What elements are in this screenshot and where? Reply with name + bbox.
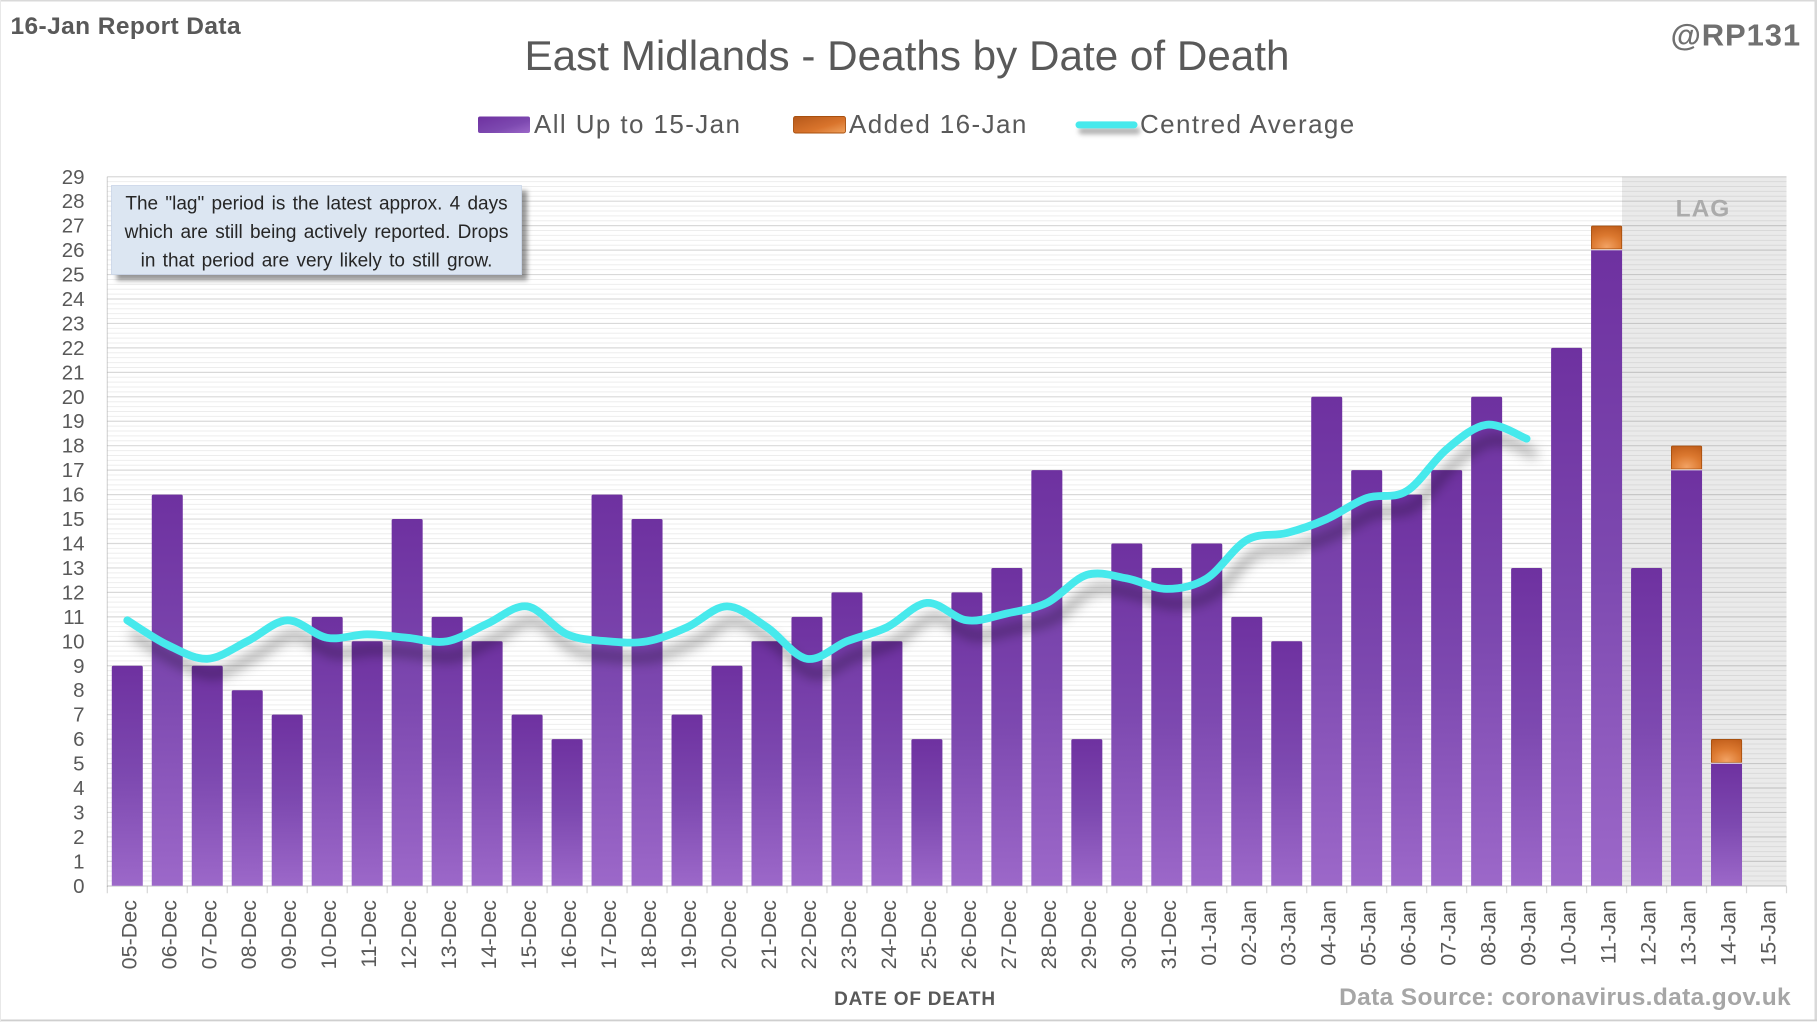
svg-text:20: 20 xyxy=(62,386,85,409)
svg-text:04-Jan: 04-Jan xyxy=(1317,900,1341,966)
svg-text:13-Jan: 13-Jan xyxy=(1677,900,1701,966)
svg-text:Added 16-Jan: Added 16-Jan xyxy=(849,109,1028,139)
svg-text:11: 11 xyxy=(63,606,84,629)
svg-text:17: 17 xyxy=(62,459,85,482)
svg-text:31-Dec: 31-Dec xyxy=(1157,900,1181,970)
svg-text:14-Dec: 14-Dec xyxy=(477,900,501,970)
svg-text:27: 27 xyxy=(62,215,85,238)
svg-text:18-Dec: 18-Dec xyxy=(637,900,661,970)
svg-text:LAG: LAG xyxy=(1676,196,1731,223)
svg-text:25: 25 xyxy=(62,264,85,287)
svg-text:16-Dec: 16-Dec xyxy=(557,900,581,970)
svg-text:12: 12 xyxy=(62,581,85,604)
svg-text:10: 10 xyxy=(62,630,85,653)
svg-text:@RP131: @RP131 xyxy=(1671,18,1801,53)
svg-text:14: 14 xyxy=(62,533,85,556)
svg-text:05-Jan: 05-Jan xyxy=(1357,900,1381,966)
svg-text:16: 16 xyxy=(62,484,85,507)
svg-text:13: 13 xyxy=(62,557,85,580)
svg-text:15-Jan: 15-Jan xyxy=(1757,900,1781,966)
svg-text:Centred Average: Centred Average xyxy=(1140,109,1356,139)
svg-text:17-Dec: 17-Dec xyxy=(597,900,621,970)
svg-text:02-Jan: 02-Jan xyxy=(1237,900,1261,966)
svg-text:8: 8 xyxy=(73,679,84,702)
svg-text:15-Dec: 15-Dec xyxy=(517,900,541,970)
svg-text:18: 18 xyxy=(62,435,85,458)
svg-text:06-Dec: 06-Dec xyxy=(157,900,181,970)
svg-text:in that period are very likely: in that period are very likely to still … xyxy=(141,250,493,271)
svg-text:21-Dec: 21-Dec xyxy=(757,900,781,970)
svg-text:25-Dec: 25-Dec xyxy=(917,900,941,970)
svg-text:22: 22 xyxy=(62,337,85,360)
svg-text:All Up to 15-Jan: All Up to 15-Jan xyxy=(534,109,741,139)
svg-text:07-Jan: 07-Jan xyxy=(1437,900,1461,966)
svg-text:16-Jan Report Data: 16-Jan Report Data xyxy=(11,13,242,40)
svg-text:29-Dec: 29-Dec xyxy=(1077,900,1101,970)
svg-text:DATE OF DEATH: DATE OF DEATH xyxy=(834,989,996,1010)
svg-text:7: 7 xyxy=(73,704,84,727)
svg-text:27-Dec: 27-Dec xyxy=(997,900,1021,970)
svg-text:01-Jan: 01-Jan xyxy=(1197,900,1221,966)
svg-text:20-Dec: 20-Dec xyxy=(717,900,741,970)
svg-text:11-Dec: 11-Dec xyxy=(357,900,381,968)
svg-text:05-Dec: 05-Dec xyxy=(117,900,141,970)
svg-text:6: 6 xyxy=(73,728,84,751)
svg-text:26: 26 xyxy=(62,239,85,262)
svg-text:22-Dec: 22-Dec xyxy=(797,900,821,970)
svg-text:09-Jan: 09-Jan xyxy=(1517,900,1541,966)
svg-text:The "lag" period is the latest: The "lag" period is the latest approx. 4… xyxy=(125,194,507,215)
svg-text:Data Source: coronavirus.data.: Data Source: coronavirus.data.gov.uk xyxy=(1339,984,1791,1011)
svg-text:12-Dec: 12-Dec xyxy=(397,900,421,970)
svg-text:1: 1 xyxy=(73,850,84,873)
svg-text:28: 28 xyxy=(62,190,85,213)
svg-text:19: 19 xyxy=(62,410,85,433)
svg-text:03-Jan: 03-Jan xyxy=(1277,900,1301,966)
svg-text:which are still being actively: which are still being actively reported.… xyxy=(124,222,509,243)
svg-text:10-Jan: 10-Jan xyxy=(1557,900,1581,966)
svg-text:5: 5 xyxy=(73,753,84,776)
svg-text:15: 15 xyxy=(62,508,85,531)
svg-text:4: 4 xyxy=(73,777,84,800)
svg-text:26-Dec: 26-Dec xyxy=(957,900,981,970)
svg-text:23-Dec: 23-Dec xyxy=(837,900,861,970)
svg-text:14-Jan: 14-Jan xyxy=(1717,900,1741,966)
svg-text:0: 0 xyxy=(73,875,84,898)
svg-text:13-Dec: 13-Dec xyxy=(437,900,461,970)
svg-text:2: 2 xyxy=(73,826,84,849)
svg-text:23: 23 xyxy=(62,312,85,335)
svg-text:28-Dec: 28-Dec xyxy=(1037,900,1061,970)
svg-text:06-Jan: 06-Jan xyxy=(1397,900,1421,966)
svg-text:3: 3 xyxy=(73,801,84,824)
svg-text:9: 9 xyxy=(73,655,84,678)
svg-text:09-Dec: 09-Dec xyxy=(277,900,301,970)
svg-text:10-Dec: 10-Dec xyxy=(317,900,341,970)
svg-text:08-Dec: 08-Dec xyxy=(237,900,261,970)
svg-text:07-Dec: 07-Dec xyxy=(197,900,221,970)
svg-text:21: 21 xyxy=(62,361,85,384)
svg-text:24: 24 xyxy=(62,288,85,311)
svg-text:11-Jan: 11-Jan xyxy=(1597,900,1621,964)
svg-text:East Midlands - Deaths by Date: East Midlands - Deaths by Date of Death xyxy=(525,32,1290,79)
svg-text:12-Jan: 12-Jan xyxy=(1637,900,1661,966)
svg-text:29: 29 xyxy=(62,166,85,189)
svg-text:24-Dec: 24-Dec xyxy=(877,900,901,970)
svg-text:08-Jan: 08-Jan xyxy=(1477,900,1501,966)
svg-text:19-Dec: 19-Dec xyxy=(677,900,701,970)
svg-text:30-Dec: 30-Dec xyxy=(1117,900,1141,970)
